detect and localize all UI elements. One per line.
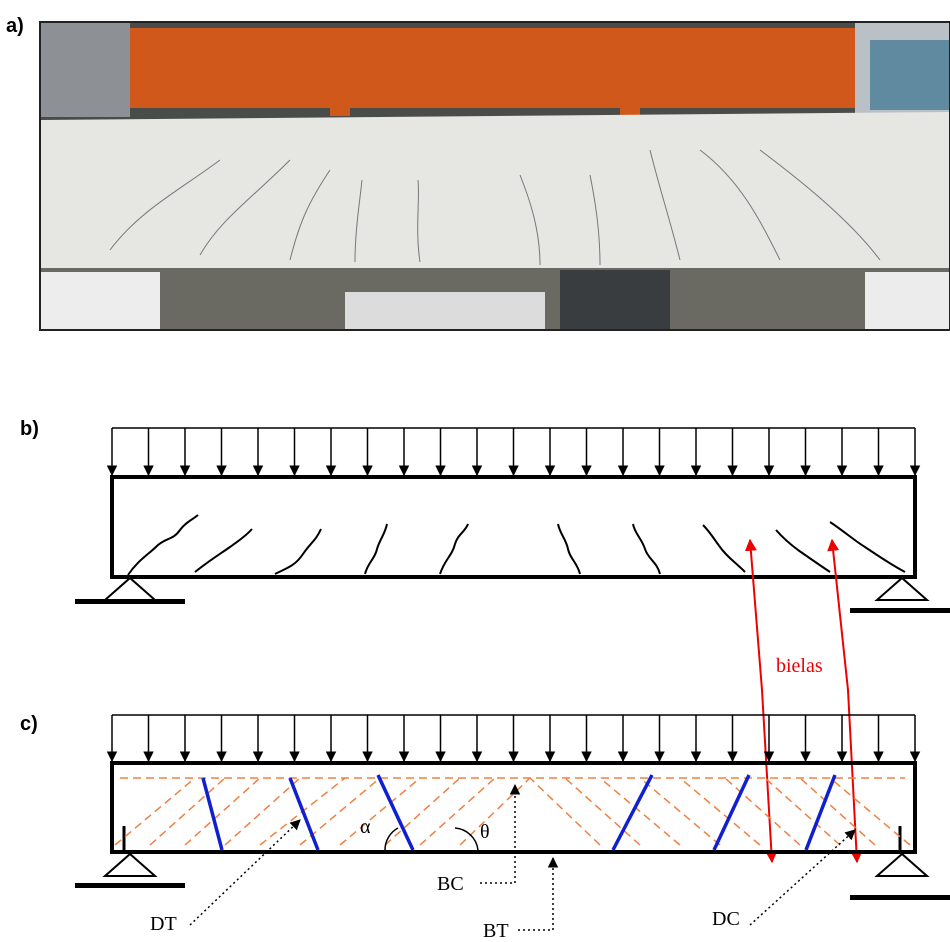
beam	[110, 761, 917, 854]
panel-label: c)	[20, 713, 38, 735]
panel-label: a)	[6, 15, 24, 37]
annotation: α	[360, 816, 371, 838]
annotation: BT	[483, 920, 509, 942]
annotation: DT	[150, 913, 177, 935]
angle-arcs	[384, 827, 479, 851]
strut-tie-model	[114, 777, 911, 846]
annotation: bielas	[776, 655, 823, 677]
supports	[75, 576, 950, 613]
annotation: θ	[480, 821, 490, 843]
supports	[75, 852, 950, 900]
panel-label: b)	[20, 418, 39, 440]
ties	[201, 774, 837, 851]
reinforcement	[122, 826, 902, 852]
annotation: DC	[712, 908, 740, 930]
annotation: BC	[437, 873, 464, 895]
beam	[110, 475, 917, 579]
cracks	[127, 514, 906, 576]
leader-lines	[189, 783, 856, 931]
biela-arrows	[744, 538, 863, 864]
load-arrows	[106, 427, 921, 477]
load-arrows	[106, 714, 921, 763]
photo	[39, 21, 950, 331]
